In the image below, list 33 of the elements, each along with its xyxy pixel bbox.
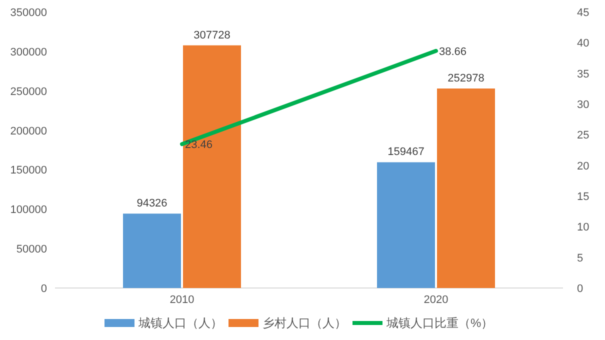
data-label: 23.46 [185, 139, 213, 152]
y-tick-label: 100000 [10, 204, 47, 216]
y-tick-label: 200000 [10, 125, 47, 138]
y2-tick-label: 20 [577, 160, 590, 172]
y2-tick-label: 10 [577, 222, 590, 234]
bar [437, 88, 495, 288]
data-label: 159467 [388, 146, 424, 158]
y-tick-label: 350000 [10, 7, 47, 19]
data-label: 307728 [194, 29, 230, 42]
data-label: 38.66 [439, 46, 467, 58]
legend-label: 城镇人口比重（%） [386, 316, 494, 330]
y2-tick-label: 35 [577, 68, 590, 80]
data-label: 252978 [448, 72, 484, 85]
legend-label: 城镇人口（人） [138, 316, 222, 330]
bar [123, 214, 181, 288]
data-label: 94326 [136, 198, 168, 210]
x-tick-label: 2010 [170, 294, 194, 306]
y2-tick-label: 15 [577, 191, 590, 203]
y2-tick-label: 45 [577, 7, 590, 19]
bar [377, 162, 435, 288]
y2-tick-label: 5 [577, 252, 584, 264]
bar [183, 45, 241, 288]
y-tick-label: 150000 [10, 164, 47, 177]
legend-label: 乡村人口（人） [262, 316, 346, 330]
y-tick-label: 50000 [16, 244, 47, 256]
y2-tick-label: 40 [577, 38, 590, 50]
y2-tick-label: 0 [577, 283, 584, 295]
y-tick-label: 300000 [10, 46, 47, 58]
y-tick-label: 250000 [10, 86, 47, 98]
y2-tick-label: 30 [577, 99, 590, 111]
y2-tick-label: 25 [577, 130, 590, 142]
y-tick-label: 0 [40, 283, 47, 295]
x-tick-label: 2020 [424, 294, 448, 306]
